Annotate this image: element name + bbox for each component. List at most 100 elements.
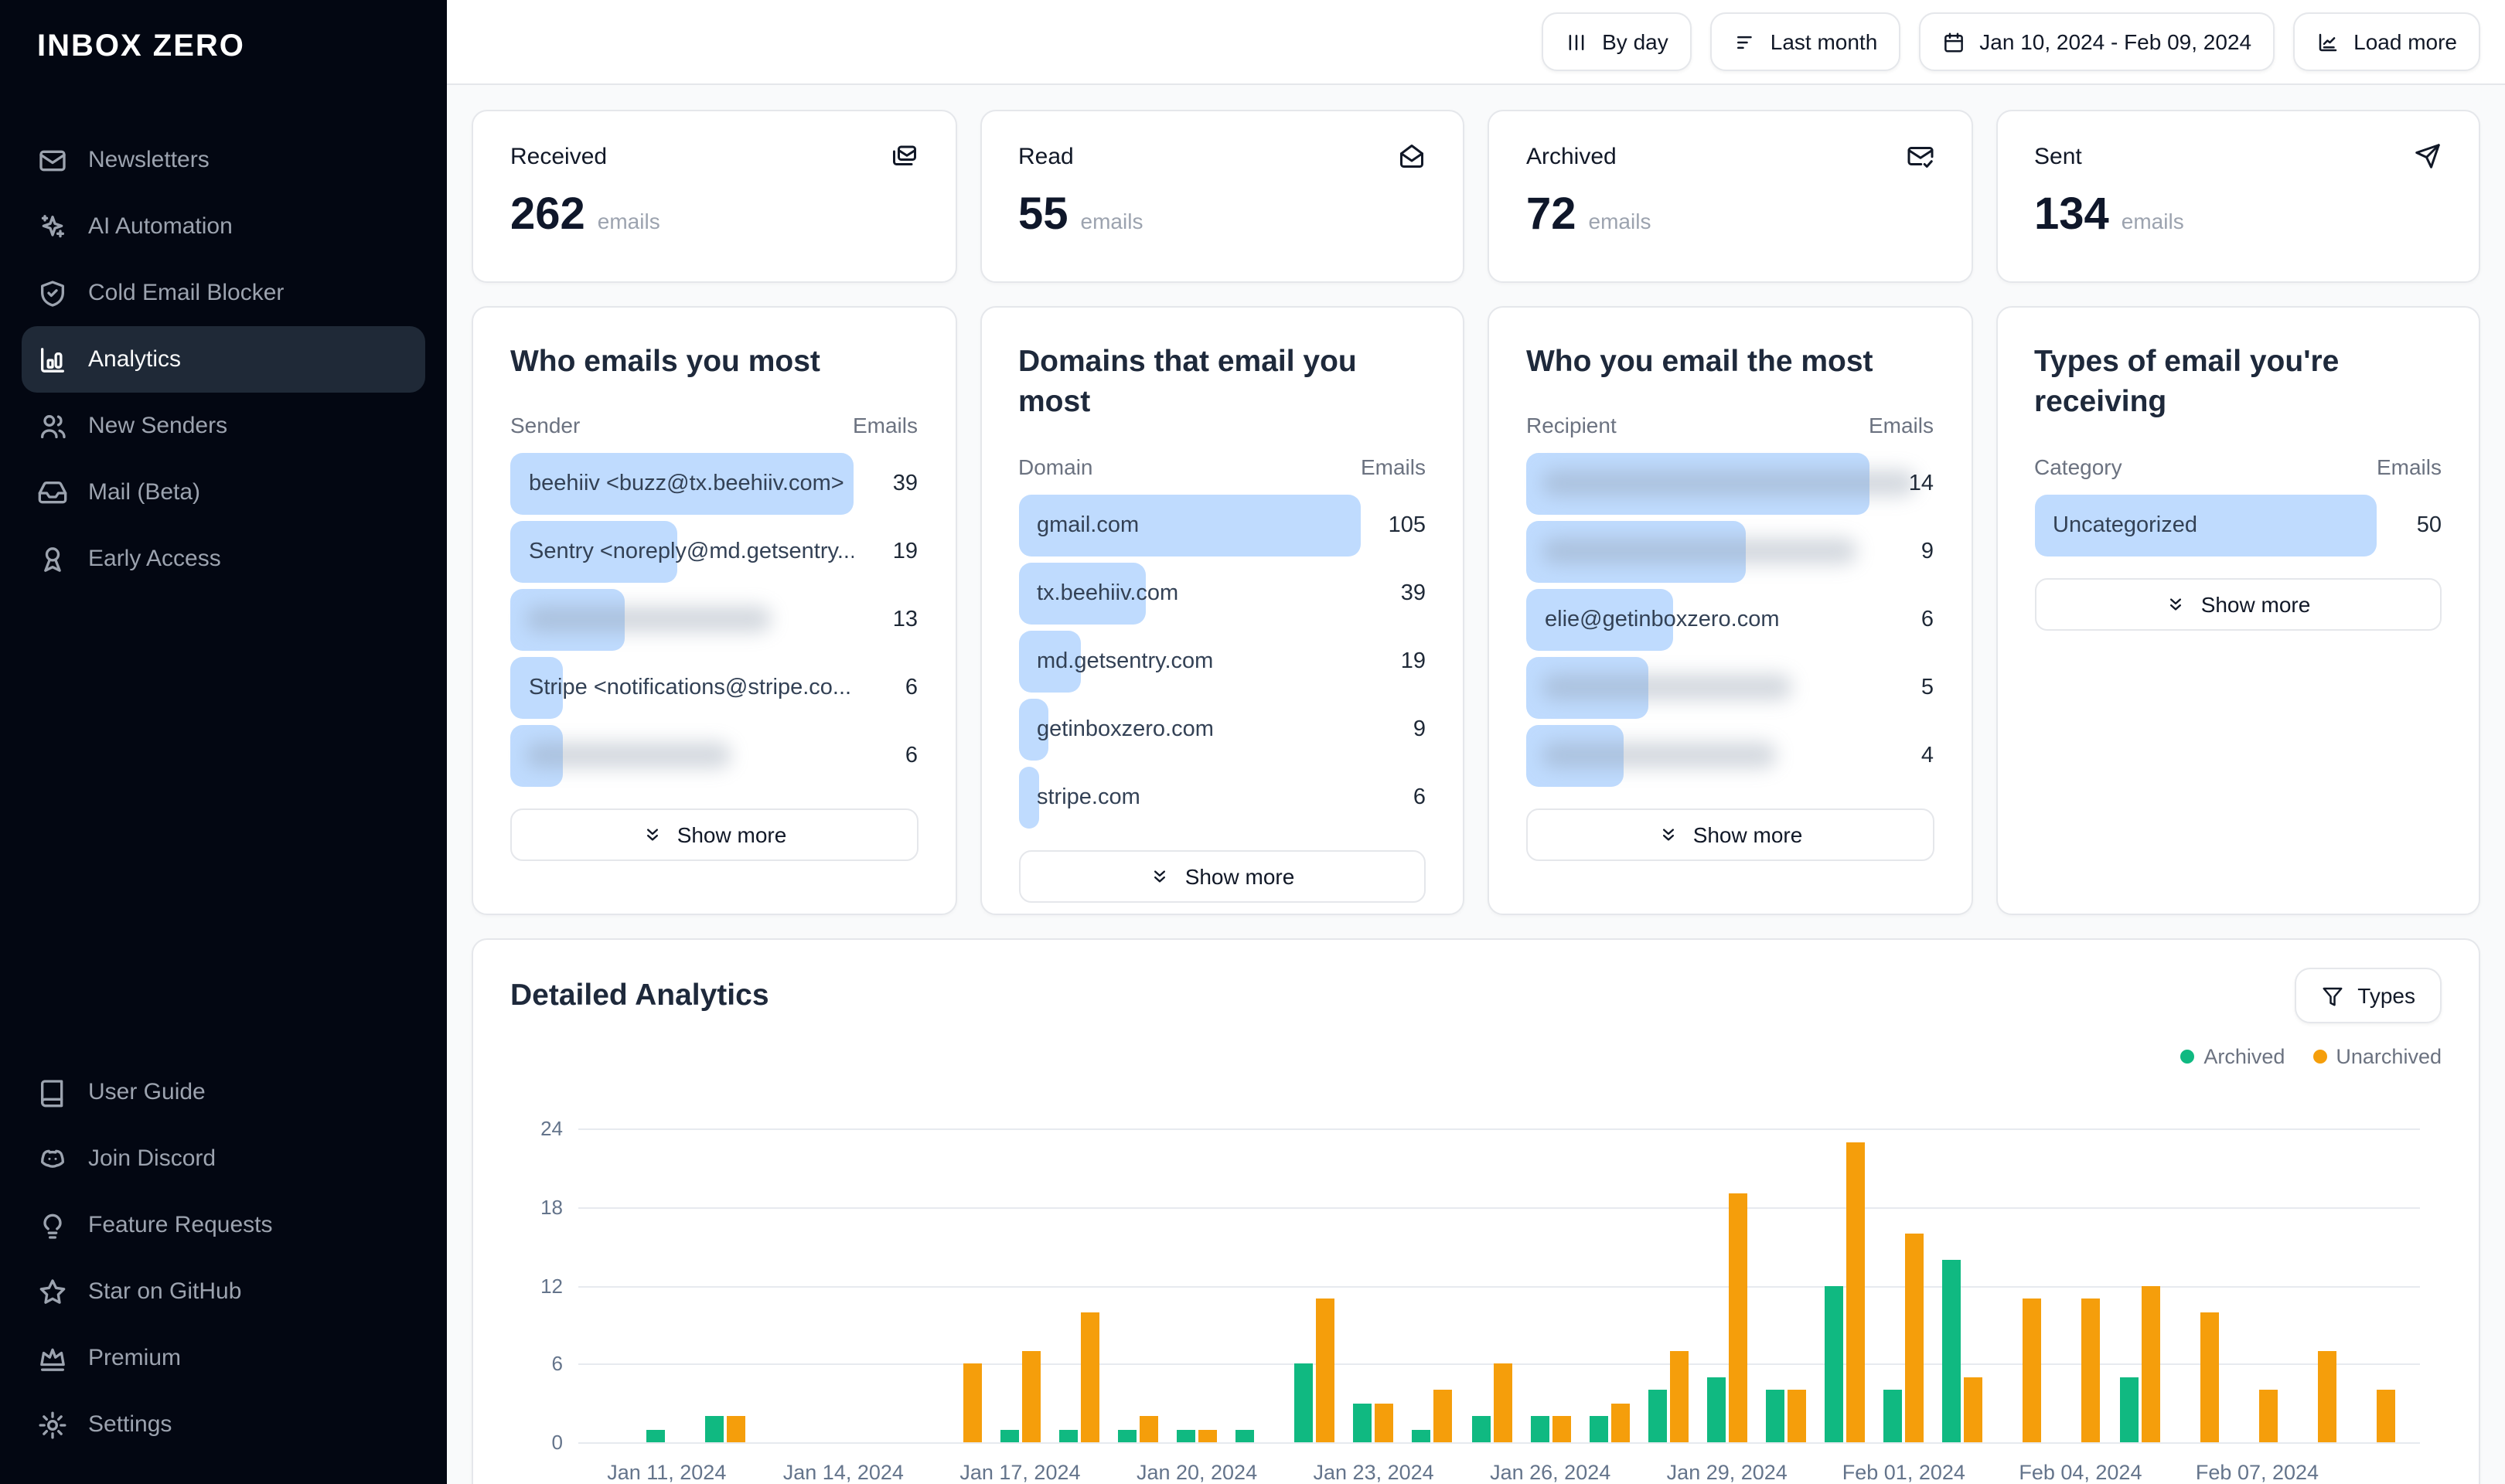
chart-gridline [578, 1285, 2420, 1288]
stat-card-received: Received 262 emails [472, 110, 956, 283]
sidebar-item-label: Premium [88, 1345, 182, 1371]
stat-number: 134 [2034, 190, 2109, 240]
sidebar-item-analytics[interactable]: Analytics [22, 326, 425, 393]
bar-archived [1942, 1259, 1961, 1442]
table-row: beehiiv <buzz@tx.beehiiv.com> 39 [510, 451, 918, 519]
stat-label: Sent [2034, 143, 2082, 169]
types-button[interactable]: Types [2294, 968, 2442, 1023]
sidebar-item-new-senders[interactable]: New Senders [22, 393, 425, 459]
table-row: 5 [1526, 655, 1934, 723]
show-more-button[interactable]: Show more [510, 808, 918, 862]
bar-archived [705, 1416, 724, 1442]
stat-unit: emails [1080, 209, 1143, 233]
row-label: gmail.com [1037, 512, 1140, 538]
show-more-label: Show more [1692, 822, 1803, 848]
column-header: Emails [2376, 454, 2442, 479]
sidebar-item-label: Join Discord [88, 1145, 216, 1172]
value-bar [510, 657, 564, 720]
sidebar-item-feature-requests[interactable]: Feature Requests [22, 1192, 425, 1258]
mail-check-icon [1906, 142, 1934, 170]
row-value: 39 [892, 471, 918, 497]
column-header: Domain [1018, 454, 1093, 479]
value-bar [1018, 562, 1146, 625]
column-header: Emails [852, 413, 918, 438]
stat-unit: emails [2121, 209, 2184, 233]
stat-value: 262 emails [510, 190, 918, 241]
load-more-button[interactable]: Load more [2293, 12, 2480, 71]
table-row: md.getsentry.com 19 [1018, 627, 1426, 695]
table-row: Sentry <noreply@md.getsentry.... 19 [510, 519, 918, 587]
sidebar-footer-nav: User Guide Join Discord Feature Requests St… [0, 1059, 447, 1484]
chart-line-icon [2316, 30, 2340, 53]
stat-number: 72 [1526, 190, 1576, 240]
row-value: 6 [905, 676, 918, 701]
column-header: Sender [510, 413, 581, 438]
card-title: Who you email the most [1526, 345, 1873, 379]
bar-unarchived [1787, 1390, 1806, 1442]
sidebar-item-premium[interactable]: Premium [22, 1325, 425, 1391]
table-row: Uncategorized 50 [2034, 491, 2442, 559]
chart-gridline [578, 1442, 2420, 1444]
inbox-icon [37, 477, 68, 508]
sidebar-item-early-access[interactable]: Early Access [22, 526, 425, 592]
sidebar-item-newsletters[interactable]: Newsletters [22, 127, 425, 193]
stat-card-read: Read 55 emails [980, 110, 1464, 283]
sidebar-item-label: Mail (Beta) [88, 479, 201, 505]
jan-10-2024-feb-09-2024-button[interactable]: Jan 10, 2024 - Feb 09, 2024 [1919, 12, 2275, 71]
chart-gridline [578, 1207, 2420, 1209]
show-more-button[interactable]: Show more [1018, 849, 1426, 903]
show-more-button[interactable]: Show more [1526, 808, 1934, 862]
sidebar-item-ai-automation[interactable]: AI Automation [22, 193, 425, 260]
legend-item-archived: Archived [2180, 1045, 2285, 1068]
bar-unarchived [2317, 1350, 2336, 1442]
bar-unarchived [1021, 1350, 1041, 1442]
table-row: stripe.com 6 [1018, 763, 1426, 831]
bar-archived [1353, 1403, 1372, 1442]
table-row: gmail.com 105 [1018, 491, 1426, 559]
x-axis-tick: Feb 04, 2024 [2019, 1461, 2142, 1484]
bar-unarchived [1669, 1350, 1689, 1442]
show-more-label: Show more [677, 822, 787, 848]
column-header: Emails [1360, 454, 1426, 479]
last-month-button[interactable]: Last month [1709, 12, 1901, 71]
row-value: 9 [1920, 539, 1934, 565]
bar-unarchived [1080, 1312, 1099, 1442]
bar-unarchived [2081, 1298, 2101, 1442]
x-axis-tick: Jan 14, 2024 [782, 1461, 904, 1484]
sidebar-item-join-discord[interactable]: Join Discord [22, 1125, 425, 1192]
sidebar-item-label: Analytics [88, 346, 182, 373]
bar-unarchived [2376, 1390, 2395, 1442]
sidebar-item-label: User Guide [88, 1079, 206, 1105]
x-axis-tick: Jan 26, 2024 [1490, 1461, 1611, 1484]
by-day-button[interactable]: By day [1542, 12, 1692, 71]
table-row: elie@getinboxzero.com 6 [1526, 587, 1934, 655]
row-label: stripe.com [1037, 785, 1140, 810]
table-rows: Uncategorized 50 [2034, 491, 2442, 559]
show-more-button[interactable]: Show more [2034, 577, 2442, 631]
card-domains-that-email-you-most: Domains that email you most Domain Emails g… [980, 306, 1464, 915]
value-bar [1526, 589, 1674, 652]
sidebar-item-mail-beta[interactable]: Mail (Beta) [22, 459, 425, 526]
x-axis-tick: Jan 11, 2024 [607, 1461, 727, 1484]
stat-card-header: Archived [1526, 142, 1934, 170]
row-value: 5 [1920, 676, 1934, 701]
row-label: Sentry <noreply@md.getsentry.... [529, 539, 853, 565]
bar-unarchived [2141, 1285, 2160, 1442]
sidebar-item-settings[interactable]: Settings [22, 1391, 425, 1458]
sidebar-item-label: Newsletters [88, 147, 210, 173]
card-title: Who emails you most [510, 345, 820, 379]
detailed-analytics-title: Detailed Analytics [510, 978, 769, 1012]
sidebar-item-user-guide[interactable]: User Guide [22, 1059, 425, 1125]
table-row: getinboxzero.com 9 [1018, 695, 1426, 763]
row-label: elie@getinboxzero.com [1545, 608, 1780, 633]
content: Received 262 emails Read 55 emails Archived 72 e… [447, 85, 2505, 1484]
stat-value: 72 emails [1526, 190, 1934, 241]
bar-archived [1000, 1429, 1019, 1442]
gear-icon [37, 1409, 68, 1440]
sidebar-item-star-on-github[interactable]: Star on GitHub [22, 1258, 425, 1325]
value-bar [510, 521, 677, 584]
sidebar-item-cold-email-blocker[interactable]: Cold Email Blocker [22, 260, 425, 326]
bar-unarchived [1139, 1416, 1158, 1442]
card-who-emails-you-most: Who emails you most Sender Emails beehiiv <… [472, 306, 956, 915]
sidebar-item-label: Cold Email Blocker [88, 280, 285, 306]
